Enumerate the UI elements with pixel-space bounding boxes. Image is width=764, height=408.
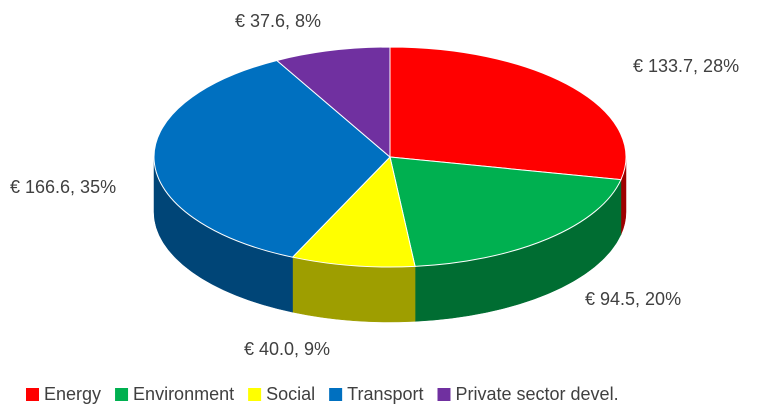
legend-label: Environment: [133, 384, 234, 404]
data-label: € 40.0, 9%: [244, 339, 330, 359]
data-label: € 37.6, 8%: [235, 11, 321, 31]
data-label: € 133.7, 28%: [633, 56, 739, 76]
data-label: € 166.6, 35%: [10, 177, 116, 197]
slice: [153, 59, 391, 258]
legend-label: Social: [266, 384, 315, 404]
legend-label: Energy: [44, 384, 101, 404]
legend-swatch: [26, 388, 39, 401]
legend-swatch: [115, 388, 129, 401]
slice: [389, 156, 622, 267]
data-label: € 94.5, 20%: [585, 289, 681, 309]
legend-swatch: [329, 388, 343, 401]
legend-label: Transport: [347, 384, 423, 404]
slice: [389, 46, 627, 181]
slice: [291, 155, 416, 268]
legend-label: Private sector devel.: [456, 384, 619, 404]
legend-swatch: [437, 388, 451, 401]
legend-swatch: [248, 388, 262, 401]
slice: [275, 46, 391, 159]
